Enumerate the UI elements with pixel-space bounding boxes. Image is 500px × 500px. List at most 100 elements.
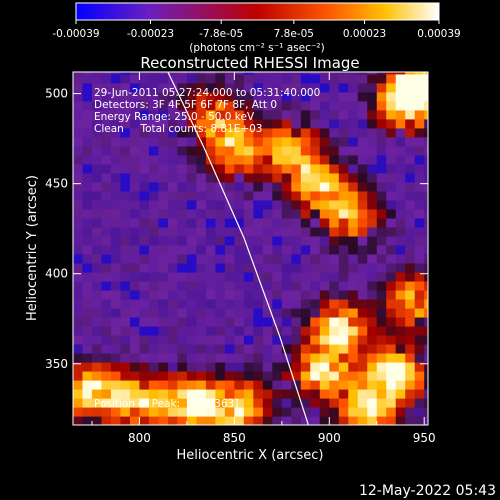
heatmap-cell bbox=[395, 226, 406, 237]
heatmap-cell bbox=[129, 397, 141, 408]
heatmap-cell bbox=[177, 370, 188, 381]
colorbar-unit-label: (photons cm⁻² s⁻¹ asec⁻²) bbox=[189, 42, 324, 54]
heatmap-cell bbox=[357, 190, 368, 201]
heatmap-cell bbox=[310, 280, 321, 291]
heatmap-cell bbox=[329, 100, 340, 111]
heatmap-cell bbox=[414, 208, 425, 219]
heatmap-cell bbox=[234, 334, 245, 345]
heatmap-cell bbox=[158, 190, 169, 201]
heatmap-cell bbox=[414, 406, 425, 417]
heatmap-cell bbox=[386, 370, 397, 381]
heatmap-cell bbox=[177, 415, 188, 425]
heatmap-cell bbox=[158, 352, 169, 363]
heatmap-cell bbox=[148, 181, 160, 192]
heatmap-cell bbox=[158, 208, 169, 219]
heatmap-cell bbox=[224, 82, 235, 93]
heatmap-cell bbox=[205, 235, 216, 246]
heatmap-cell bbox=[243, 343, 254, 354]
heatmap-cell bbox=[82, 406, 93, 417]
heatmap-cell bbox=[367, 352, 378, 363]
heatmap-cell bbox=[262, 343, 273, 354]
heatmap-cell bbox=[110, 73, 122, 84]
heatmap-cell bbox=[357, 208, 368, 219]
heatmap-cell bbox=[272, 136, 283, 147]
heatmap-cell bbox=[177, 316, 188, 327]
heatmap-cell bbox=[234, 72, 245, 75]
heatmap-cell bbox=[291, 406, 302, 417]
heatmap-cell bbox=[253, 145, 264, 156]
heatmap-cell bbox=[139, 154, 150, 165]
heatmap-cell bbox=[205, 127, 216, 138]
heatmap-cell bbox=[357, 298, 368, 309]
heatmap-cell bbox=[110, 163, 122, 174]
heatmap-cell bbox=[73, 352, 84, 363]
heatmap-cell bbox=[234, 109, 245, 120]
heatmap-cell bbox=[224, 181, 235, 192]
heatmap-cell bbox=[405, 235, 416, 246]
heatmap-cell bbox=[196, 145, 207, 156]
heatmap-cell bbox=[177, 181, 188, 192]
heatmap-cell bbox=[329, 388, 340, 399]
heatmap-cell bbox=[148, 397, 160, 408]
heatmap-cell bbox=[253, 361, 264, 372]
heatmap-cell bbox=[215, 136, 226, 147]
heatmap-cell bbox=[367, 73, 378, 84]
heatmap-cell bbox=[186, 73, 197, 84]
heatmap-cell bbox=[158, 163, 169, 174]
heatmap-cell bbox=[177, 406, 188, 417]
heatmap-cell bbox=[196, 361, 207, 372]
heatmap-cell bbox=[148, 72, 160, 75]
heatmap-cell bbox=[148, 361, 160, 372]
heatmap-cell bbox=[148, 253, 160, 264]
heatmap-cell bbox=[281, 72, 292, 75]
heatmap-cell bbox=[357, 172, 368, 183]
heatmap-cell bbox=[224, 127, 235, 138]
heatmap-cell bbox=[405, 181, 416, 192]
heatmap-cell bbox=[139, 280, 150, 291]
heatmap-cell bbox=[338, 136, 349, 147]
heatmap-cell bbox=[424, 208, 428, 219]
heatmap-cell bbox=[253, 244, 264, 255]
heatmap-cell bbox=[167, 325, 179, 336]
heatmap-cell bbox=[186, 82, 197, 93]
heatmap-cell bbox=[376, 325, 387, 336]
heatmap-cell bbox=[386, 190, 397, 201]
heatmap-cell bbox=[110, 316, 122, 327]
heatmap-cell bbox=[196, 370, 207, 381]
heatmap-cell bbox=[101, 82, 112, 93]
heatmap-cell bbox=[91, 73, 103, 84]
heatmap-cell bbox=[91, 91, 103, 102]
heatmap-cell bbox=[395, 379, 406, 390]
heatmap-cell bbox=[357, 100, 368, 111]
heatmap-cell bbox=[82, 109, 93, 120]
heatmap-cell bbox=[158, 280, 169, 291]
heatmap-cell bbox=[215, 316, 226, 327]
heatmap-cell bbox=[272, 334, 283, 345]
heatmap-cell bbox=[110, 343, 122, 354]
heatmap-cell bbox=[319, 415, 330, 425]
heatmap-cell bbox=[329, 154, 340, 165]
heatmap-cell bbox=[224, 316, 235, 327]
annotation-detectors: Detectors: 3F 4F 5F 6F 7F 8F, Att 0 bbox=[94, 99, 277, 111]
colorbar-tick-label: -0.00023 bbox=[127, 28, 174, 40]
heatmap-cell bbox=[101, 334, 112, 345]
heatmap-cell bbox=[310, 316, 321, 327]
heatmap-cell bbox=[367, 406, 378, 417]
heatmap-cell bbox=[357, 253, 368, 264]
heatmap-cell bbox=[300, 109, 311, 120]
heatmap-cell bbox=[101, 72, 112, 75]
heatmap-cell bbox=[167, 298, 179, 309]
heatmap-cell bbox=[120, 226, 131, 237]
heatmap-cell bbox=[395, 307, 406, 318]
heatmap-cell bbox=[281, 172, 292, 183]
heatmap-cell bbox=[253, 100, 264, 111]
heatmap-cell bbox=[82, 298, 93, 309]
heatmap-cell bbox=[177, 190, 188, 201]
heatmap-cell bbox=[73, 343, 84, 354]
heatmap-cell bbox=[376, 100, 387, 111]
heatmap-cell bbox=[272, 316, 283, 327]
heatmap-cell bbox=[357, 343, 368, 354]
heatmap-cell bbox=[310, 334, 321, 345]
heatmap-cell bbox=[224, 109, 235, 120]
heatmap-cell bbox=[224, 415, 235, 425]
